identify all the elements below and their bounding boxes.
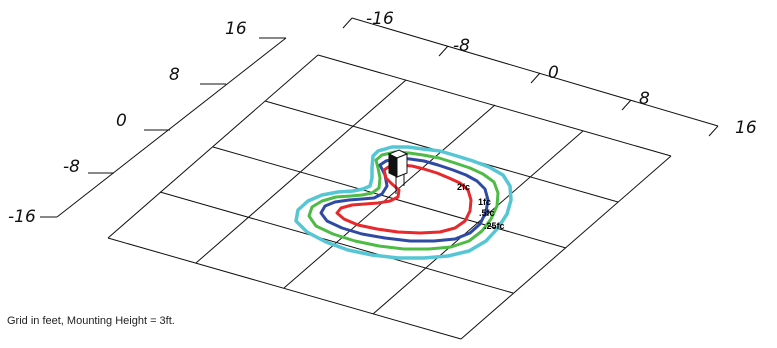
- floor-grid: [107, 54, 672, 340]
- top-axis: [342, 17, 719, 137]
- top-axis-tick-label: 8: [639, 89, 650, 109]
- contour-label-2fc: 2fc: [457, 182, 470, 192]
- contour-label-05fc: .5fc: [479, 208, 495, 218]
- contours: [294, 145, 513, 260]
- contour-2fc: [335, 163, 473, 235]
- caption: Grid in feet, Mounting Height = 3ft.: [7, 315, 175, 327]
- left-axis-tick-label: 0: [116, 111, 127, 131]
- left-axis-tick-label: -8: [63, 157, 80, 177]
- top-axis-tick-label: 0: [548, 63, 559, 83]
- left-axis-tick-label: -16: [8, 207, 36, 227]
- top-axis-tick-label: -16: [366, 9, 394, 29]
- contour-025fc: [294, 145, 513, 260]
- contour-label-025fc: .25fc: [484, 221, 505, 231]
- contour-1fc: [319, 156, 490, 243]
- contour-05fc: [307, 150, 500, 251]
- left-axis-tick-label: 8: [169, 65, 180, 85]
- top-axis-tick-label: -8: [453, 36, 470, 56]
- light-fixture-icon: [387, 149, 409, 194]
- top-axis-tick-label: 16: [735, 118, 757, 138]
- contour-label-1fc: 1fc: [478, 197, 491, 207]
- left-axis: [40, 37, 287, 218]
- left-axis-tick-label: 16: [225, 19, 247, 39]
